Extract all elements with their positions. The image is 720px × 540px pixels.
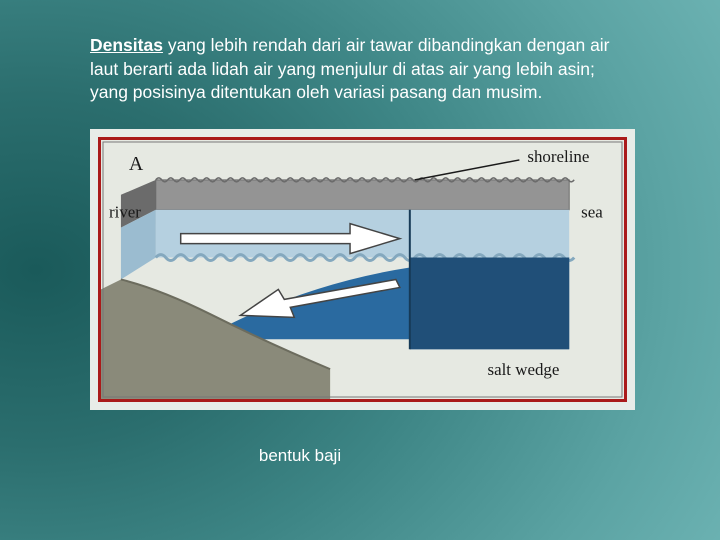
- svg-text:salt wedge: salt wedge: [488, 360, 560, 379]
- diagram-container: Ashoreline river sea salt wedge: [90, 129, 635, 410]
- diagram-border: Ashoreline river sea salt wedge: [98, 137, 627, 402]
- slide-content: Densitas yang lebih rendah dari air tawa…: [0, 0, 720, 466]
- svg-text:A: A: [129, 153, 144, 175]
- svg-text:sea: sea: [581, 203, 603, 222]
- svg-text:shoreline: shoreline: [527, 147, 589, 166]
- svg-text:river: river: [109, 203, 141, 222]
- intro-rest: yang lebih rendah dari air tawar dibandi…: [90, 35, 610, 102]
- intro-paragraph: Densitas yang lebih rendah dari air tawa…: [90, 34, 630, 105]
- diagram-caption: bentuk baji: [0, 446, 630, 466]
- salt-wedge-diagram: Ashoreline river sea salt wedge: [101, 140, 624, 399]
- intro-bold: Densitas: [90, 35, 163, 55]
